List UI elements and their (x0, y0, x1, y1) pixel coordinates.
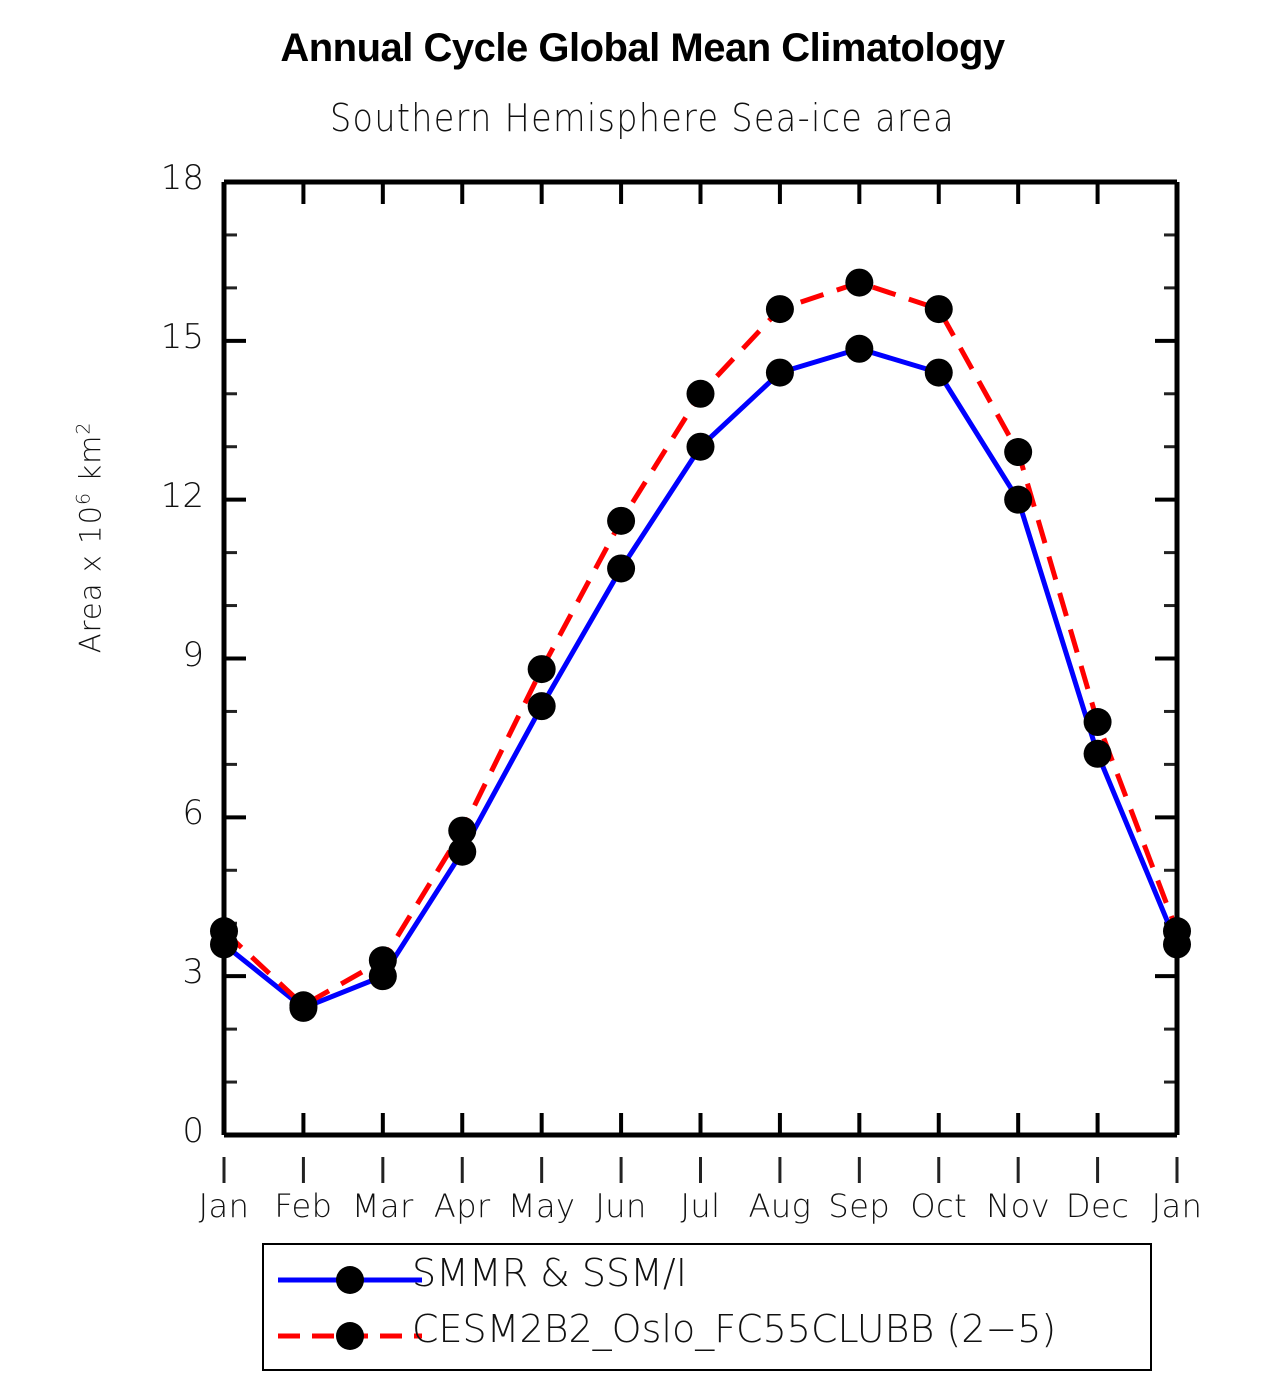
data-point-s1-5 (607, 506, 636, 535)
data-point-s0-8 (845, 334, 874, 363)
x-tick-label-4-May: May (507, 1187, 576, 1225)
y-tick-label-9: 9 (182, 634, 204, 675)
x-tick-label-11-Dec: Dec (1065, 1187, 1130, 1225)
data-point-s1-7 (765, 295, 794, 324)
x-tick-label-6-Jul: Jul (680, 1187, 721, 1225)
x-tick-label-10-Nov: Nov (986, 1187, 1051, 1225)
data-point-s0-11 (1083, 739, 1112, 768)
axis-ticks (222, 180, 1179, 1183)
data-point-s1-1 (289, 991, 318, 1020)
legend: SMMR & SSM/I CESM2B2_Oslo_FC55CLUBB (2−5… (262, 1243, 1152, 1371)
legend-label-series-0: SMMR & SSM/I (412, 1251, 687, 1295)
data-point-s1-6 (686, 379, 715, 408)
legend-line-sample-series-1 (278, 1322, 422, 1350)
x-tick-label-1-Feb: Feb (274, 1187, 333, 1225)
data-series-group (210, 268, 1191, 1022)
data-point-s1-2 (368, 946, 397, 975)
x-tick-label-9-Oct: Oct (910, 1187, 968, 1225)
x-tick-label-8-Sep: Sep (828, 1187, 891, 1225)
y-tick-label-0: 0 (182, 1111, 204, 1151)
page-title: Annual Cycle Global Mean Climatology (280, 26, 1005, 70)
data-point-s0-6 (686, 432, 715, 461)
y-tick-label-12: 12 (160, 475, 204, 516)
data-point-s1-12 (1163, 917, 1191, 946)
data-point-s0-10 (1004, 485, 1033, 514)
data-point-s0-7 (765, 358, 794, 387)
y-tick-label-15: 15 (160, 316, 204, 357)
legend-label-series-1: CESM2B2_Oslo_FC55CLUBB (2−5) (412, 1307, 1057, 1351)
legend-entry-0: SMMR & SSM/I (264, 1251, 1154, 1307)
y-tick-label-6: 6 (182, 793, 204, 834)
x-tick-label-2-Mar: Mar (351, 1187, 414, 1225)
x-tick-label-12-Jan: Jan (1151, 1187, 1203, 1225)
x-tick-label-7-Aug: Aug (748, 1187, 812, 1225)
data-point-s1-8 (845, 268, 874, 297)
chart-subtitle: Southern Hemisphere Sea-ice area (329, 96, 956, 140)
legend-line-sample-series-0 (278, 1266, 422, 1294)
data-point-s0-4 (527, 692, 556, 721)
data-point-s1-3 (448, 816, 477, 845)
y-tick-label-3: 3 (182, 952, 204, 993)
x-tick-label-0-Jan: Jan (198, 1187, 250, 1225)
data-point-s0-5 (607, 554, 636, 583)
x-tick-label-5-Jun: Jun (595, 1187, 647, 1225)
axis-frame (221, 179, 1180, 1138)
data-point-s0-9 (924, 358, 953, 387)
x-tick-label-3-Apr: Apr (433, 1187, 491, 1225)
legend-entry-1: CESM2B2_Oslo_FC55CLUBB (2−5) (264, 1307, 1154, 1363)
data-point-s0-3 (448, 837, 477, 866)
data-point-s1-9 (924, 295, 953, 324)
data-point-s1-11 (1083, 708, 1112, 737)
data-point-s1-10 (1004, 438, 1033, 467)
data-point-s1-0 (210, 917, 238, 946)
y-tick-label-18: 18 (160, 158, 204, 198)
data-point-s1-4 (527, 655, 556, 684)
